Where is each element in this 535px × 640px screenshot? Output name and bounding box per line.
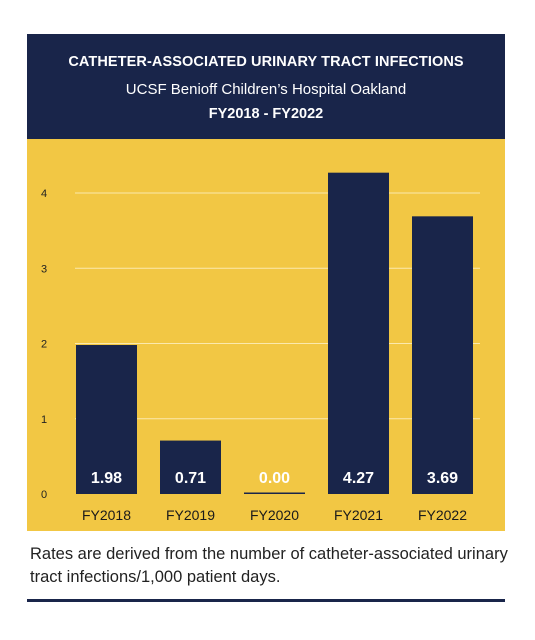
x-tick-label: FY2021 bbox=[334, 507, 383, 523]
y-tick-label: 4 bbox=[41, 188, 47, 200]
y-tick-label: 3 bbox=[41, 263, 47, 275]
x-tick-label: FY2018 bbox=[82, 507, 131, 523]
data-label: 0.00 bbox=[259, 470, 290, 487]
chart-subtitle: UCSF Benioff Children’s Hospital Oakland bbox=[125, 81, 407, 98]
bar bbox=[328, 172, 389, 494]
x-tick-label: FY2020 bbox=[250, 507, 299, 523]
data-label: 1.98 bbox=[91, 470, 122, 487]
bar bbox=[412, 216, 473, 494]
x-tick-label: FY2022 bbox=[418, 507, 467, 523]
y-tick-label: 1 bbox=[41, 414, 47, 426]
data-label: 0.71 bbox=[175, 470, 206, 487]
data-label: 3.69 bbox=[427, 470, 458, 487]
data-label: 4.27 bbox=[343, 470, 374, 487]
y-tick-label: 0 bbox=[41, 489, 47, 501]
chart-title: CATHETER-ASSOCIATED URINARY TRACT INFECT… bbox=[68, 54, 464, 70]
footnote: Rates are derived from the number of cat… bbox=[30, 545, 508, 586]
x-tick-label: FY2019 bbox=[166, 507, 215, 523]
chart-period: FY2018 - FY2022 bbox=[208, 106, 324, 122]
bar bbox=[160, 440, 221, 494]
bar bbox=[76, 345, 137, 494]
bottom-divider bbox=[27, 599, 505, 602]
y-tick-label: 2 bbox=[41, 339, 47, 351]
bar bbox=[244, 492, 305, 494]
chart-header: CATHETER-ASSOCIATED URINARY TRACT INFECT… bbox=[27, 34, 505, 139]
